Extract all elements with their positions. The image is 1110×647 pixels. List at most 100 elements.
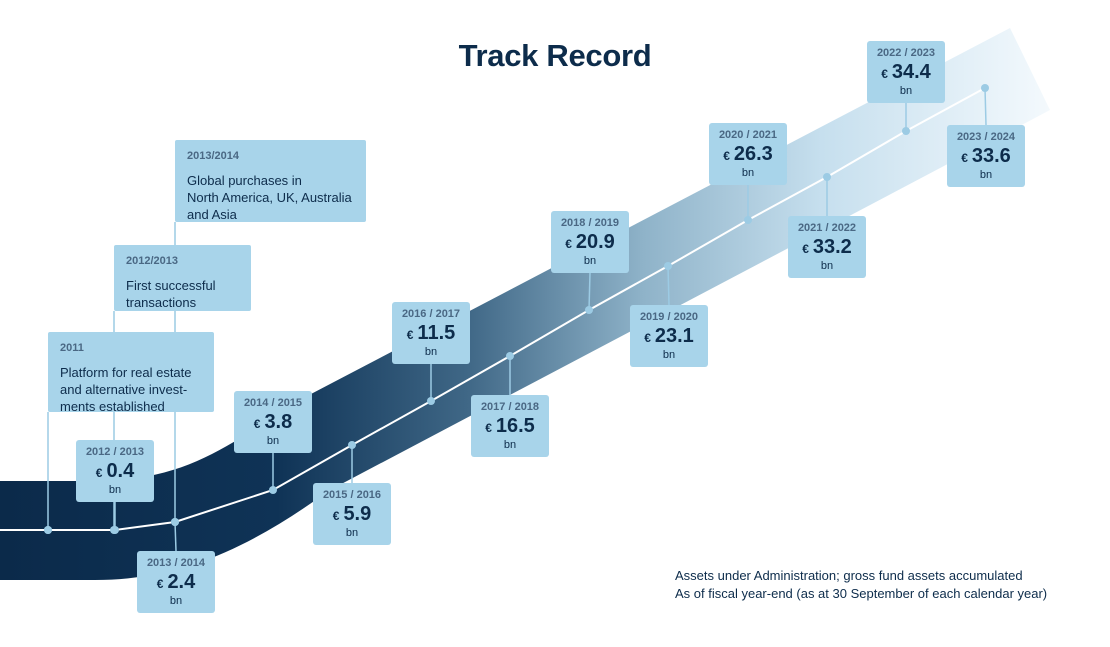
value-number: 11.5	[417, 322, 456, 344]
data-point	[744, 216, 752, 224]
period-label: 2016 / 2017	[401, 308, 461, 320]
milestone-text: Platform for real estate and alternative…	[60, 365, 192, 414]
value-label: €0.4	[76, 460, 154, 484]
value-label-box: 2016 / 2017 €11.5 bn	[392, 302, 470, 364]
value-number: 16.5	[495, 415, 535, 437]
value-label: €3.8	[234, 411, 312, 435]
unit-label: bn	[169, 595, 183, 607]
period-label: 2021 / 2022	[797, 222, 857, 234]
currency-symbol: €	[802, 242, 809, 256]
period-label: 2023 / 2024	[956, 131, 1016, 143]
value-label: €11.5	[392, 322, 470, 346]
period-label: 2019 / 2020	[639, 311, 699, 323]
value-connector	[984, 87, 987, 126]
data-point	[981, 84, 989, 92]
value-label-box: 2014 / 2015 €3.8 bn	[234, 391, 312, 453]
period-label: 2013 / 2014	[146, 557, 206, 569]
currency-symbol: €	[881, 67, 888, 81]
chart-title: Track Record	[458, 38, 652, 73]
data-point	[823, 173, 831, 181]
period-label: 2020 / 2021	[718, 129, 778, 141]
period-label: 2014 / 2015	[243, 397, 303, 409]
value-label: €23.1	[630, 325, 708, 349]
value-label: €33.2	[788, 236, 866, 260]
data-point	[269, 486, 277, 494]
data-point	[348, 441, 356, 449]
unit-label: bn	[345, 527, 359, 539]
period-label: 2017 / 2018	[480, 401, 540, 413]
value-label: €26.3	[709, 143, 787, 167]
value-number: 34.4	[891, 61, 931, 83]
unit-label: bn	[899, 85, 913, 97]
value-number: 3.8	[264, 411, 293, 433]
currency-symbol: €	[485, 421, 492, 435]
data-point	[664, 262, 672, 270]
chart-notes: Assets under Administration; gross fund …	[675, 567, 1047, 603]
value-connector	[588, 272, 591, 311]
unit-label: bn	[424, 346, 438, 358]
unit-label: bn	[503, 439, 517, 451]
value-label: €20.9	[551, 231, 629, 255]
unit-label: bn	[741, 167, 755, 179]
value-label-box: 2018 / 2019 €20.9 bn	[551, 211, 629, 273]
data-point	[427, 397, 435, 405]
currency-symbol: €	[565, 237, 572, 251]
trend-line	[0, 87, 986, 531]
unit-label: bn	[266, 435, 280, 447]
milestone-box: 2013/2014 Global purchases in North Ameri…	[175, 140, 366, 222]
data-point	[902, 127, 910, 135]
value-label-box: 2017 / 2018 €16.5 bn	[471, 395, 549, 457]
value-number: 26.3	[733, 143, 773, 165]
value-label-box: 2015 / 2016 €5.9 bn	[313, 483, 391, 545]
milestone-year: 2013/2014	[187, 150, 239, 162]
value-number: 20.9	[575, 231, 615, 253]
value-label-box: 2013 / 2014 €2.4 bn	[137, 551, 215, 613]
data-point	[506, 352, 514, 360]
currency-symbol: €	[406, 328, 414, 342]
milestone-box: 2012/2013 First successful transactions	[114, 245, 251, 311]
period-label: 2012 / 2013	[85, 446, 145, 458]
unit-label: bn	[108, 484, 122, 496]
period-label: 2022 / 2023	[876, 47, 936, 59]
milestone-year: 2012/2013	[126, 255, 178, 267]
value-label-box: 2019 / 2020 €23.1 bn	[630, 305, 708, 367]
value-label-box: 2021 / 2022 €33.2 bn	[788, 216, 866, 278]
milestone-text: Global purchases in North America, UK, A…	[187, 173, 352, 222]
data-point	[585, 306, 593, 314]
unit-label: bn	[662, 349, 676, 361]
note-line-2: As of fiscal year-end (as at 30 Septembe…	[675, 586, 1048, 601]
milestone-text: First successful transactions	[126, 278, 216, 310]
trend-start-point	[44, 526, 52, 534]
currency-symbol: €	[156, 577, 164, 591]
unit-label: bn	[979, 169, 993, 181]
value-connector	[667, 265, 670, 306]
currency-symbol: €	[253, 417, 261, 431]
period-label: 2018 / 2019	[560, 217, 620, 229]
value-label-box: 2012 / 2013 €0.4 bn	[76, 440, 154, 502]
milestone-year: 2011	[60, 342, 84, 354]
value-number: 23.1	[654, 325, 694, 347]
currency-symbol: €	[723, 149, 730, 163]
value-label: €33.6	[947, 145, 1025, 169]
currency-symbol: €	[95, 466, 103, 480]
value-number: 0.4	[106, 460, 135, 482]
value-label-box: 2020 / 2021 €26.3 bn	[709, 123, 787, 185]
value-number: 33.6	[971, 145, 1011, 167]
value-number: 2.4	[167, 571, 196, 593]
unit-label: bn	[820, 260, 834, 272]
value-number: 5.9	[343, 503, 372, 525]
milestone-point	[110, 526, 118, 534]
value-label: €16.5	[471, 415, 549, 439]
milestone-point	[171, 518, 179, 526]
currency-symbol: €	[332, 509, 340, 523]
value-label: €5.9	[313, 503, 391, 527]
currency-symbol: €	[961, 151, 968, 165]
value-label: €34.4	[867, 61, 945, 85]
note-line-1: Assets under Administration; gross fund …	[675, 568, 1023, 583]
milestone-box: 2011 Platform for real estate and alterna…	[48, 332, 214, 414]
value-connector	[174, 521, 177, 552]
value-label: €2.4	[137, 571, 215, 595]
value-label-box: 2023 / 2024 €33.6 bn	[947, 125, 1025, 187]
value-label-box: 2022 / 2023 €34.4 bn	[867, 41, 945, 103]
value-number: 33.2	[812, 236, 852, 258]
